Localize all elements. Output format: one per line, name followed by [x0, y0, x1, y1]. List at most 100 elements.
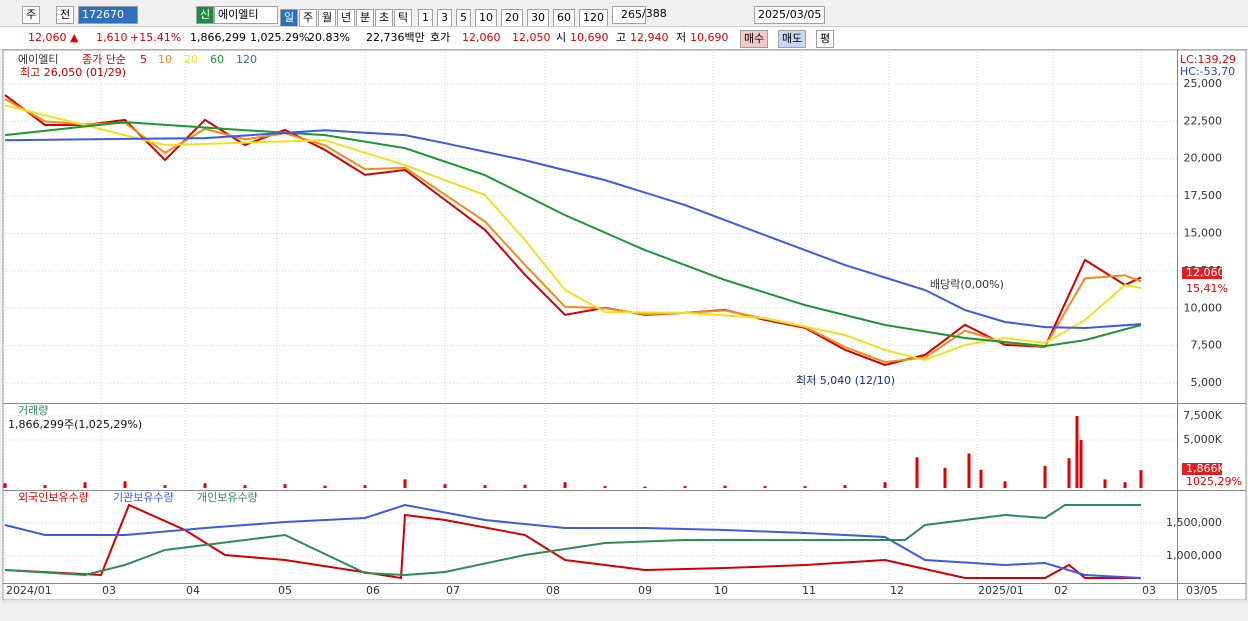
change: 1,610	[96, 31, 128, 44]
annotation: 1025,29%	[1186, 475, 1242, 488]
volume-bar	[883, 482, 887, 488]
open: 10,690	[570, 31, 609, 44]
x-tick-label: 10	[714, 584, 728, 597]
total: /388	[642, 7, 667, 20]
high: 12,940	[630, 31, 669, 44]
turnover: 20.83%	[308, 31, 350, 44]
annotation: 최고 26,050 (01/29)	[20, 66, 126, 79]
volume-bar	[443, 484, 447, 488]
volume-bar	[1003, 481, 1007, 488]
rate: +15.41%	[130, 31, 182, 44]
x-tick-label: 05	[278, 584, 292, 597]
volume-bar	[943, 467, 947, 488]
new[interactable]: 신	[196, 6, 215, 24]
y-tick-label: 7,500K	[1183, 409, 1222, 422]
volume-bar	[1103, 479, 1107, 488]
x-tick-label: 2024/01	[6, 584, 52, 597]
volume-bar	[683, 486, 687, 488]
chart-title: 에이엘티	[18, 53, 58, 66]
volume-bar	[643, 486, 647, 488]
y-tick-label: 17,500	[1184, 189, 1223, 202]
volume-bar	[603, 486, 607, 488]
period[interactable]: 주	[22, 6, 41, 24]
code[interactable]: 172670	[78, 6, 138, 24]
count[interactable]: 265	[612, 6, 646, 24]
annotation: HC:-53,70	[1180, 65, 1235, 78]
scrollbar[interactable]	[3, 600, 1246, 603]
x-tick-label: 07	[446, 584, 460, 597]
stock-name[interactable]: 에이엘티	[214, 6, 278, 24]
series-line	[4, 129, 1142, 329]
volume-bar	[1123, 482, 1127, 488]
volume-bar	[523, 484, 527, 488]
series-line	[4, 503, 1142, 579]
legend-entry: 20	[184, 53, 198, 66]
volume-bar	[979, 469, 983, 488]
volume-bar	[83, 482, 87, 488]
y-tick-label: 10,000	[1184, 301, 1223, 314]
volume-bar	[803, 486, 807, 488]
annotation: LC:139,29	[1180, 53, 1236, 66]
prev[interactable]: 전	[56, 6, 75, 24]
chart-subtitle: 1,866,299주(1,025,29%)	[8, 418, 142, 431]
legend-entry: 개인보유수량	[197, 491, 258, 504]
series-line	[4, 104, 1142, 362]
annotation: 1,866K	[1186, 462, 1225, 475]
amount: 22,736백만	[366, 31, 425, 44]
volume-rate: 1,025.29%	[250, 31, 310, 44]
volume-bar	[323, 485, 327, 488]
x-tick-label: 04	[186, 584, 200, 597]
interval-button[interactable]: 30	[527, 9, 549, 27]
y-tick-label: 1,500,000	[1166, 516, 1222, 529]
legend-entry: 60	[210, 53, 224, 66]
legend-entry: 기관보유수량	[113, 491, 174, 504]
volume-bar	[363, 485, 367, 488]
volume-bar	[967, 453, 971, 488]
interval-button[interactable]: 10	[475, 9, 497, 27]
y-tick-label: 5,000	[1191, 376, 1223, 389]
series-line	[4, 503, 1141, 580]
price: 12,060 ▲	[28, 31, 79, 44]
legend-entry: 10	[158, 53, 172, 66]
period-button[interactable]: 분	[356, 9, 375, 27]
high-label: 고	[616, 31, 627, 44]
period-button[interactable]: 년	[337, 9, 356, 27]
y-tick-label: 15,000	[1184, 227, 1223, 240]
volume-bar	[1075, 416, 1079, 488]
volume-bar	[403, 479, 407, 488]
date[interactable]: 2025/03/05	[754, 6, 826, 24]
volume-bar	[243, 485, 247, 488]
volume-bar	[203, 483, 207, 488]
annotation: 배당락(0,00%)	[930, 278, 1004, 291]
y-tick-label: 20,000	[1184, 152, 1223, 165]
avg-button[interactable]: 평	[816, 30, 835, 48]
chart-bg	[2, 49, 1247, 601]
volume-bar	[915, 457, 919, 488]
volume-bar	[1043, 465, 1047, 488]
low-label: 저	[676, 31, 687, 44]
x-tick-label: 12	[890, 584, 904, 597]
series-line	[4, 98, 1142, 364]
chart: 5,0007,50010,00012,50015,00017,50020,000…	[2, 49, 1247, 603]
x-tick-label: 08	[546, 584, 560, 597]
y-tick-label: 25,000	[1184, 77, 1223, 90]
legend-entry: 외국인보유수량	[18, 491, 89, 504]
volume-bar	[763, 486, 767, 488]
x-tick-label: 09	[638, 584, 652, 597]
buy-button[interactable]: 매수	[740, 30, 769, 48]
y-tick-label: 5,000K	[1183, 433, 1222, 446]
volume-box	[1182, 463, 1222, 475]
x-tick-label: 2025/01	[978, 584, 1024, 597]
series-line	[4, 503, 1141, 577]
volume-bar	[123, 481, 127, 488]
sell-button[interactable]: 매도	[778, 30, 807, 48]
volume-bar	[163, 485, 167, 488]
y-tick-label: 1,000,000	[1166, 549, 1222, 562]
annotation: 15,41%	[1186, 282, 1228, 295]
volume-bar	[723, 485, 727, 488]
volume: 1,866,299	[190, 31, 246, 44]
volume-bar	[43, 485, 47, 488]
period-button[interactable]: 초	[375, 9, 394, 27]
